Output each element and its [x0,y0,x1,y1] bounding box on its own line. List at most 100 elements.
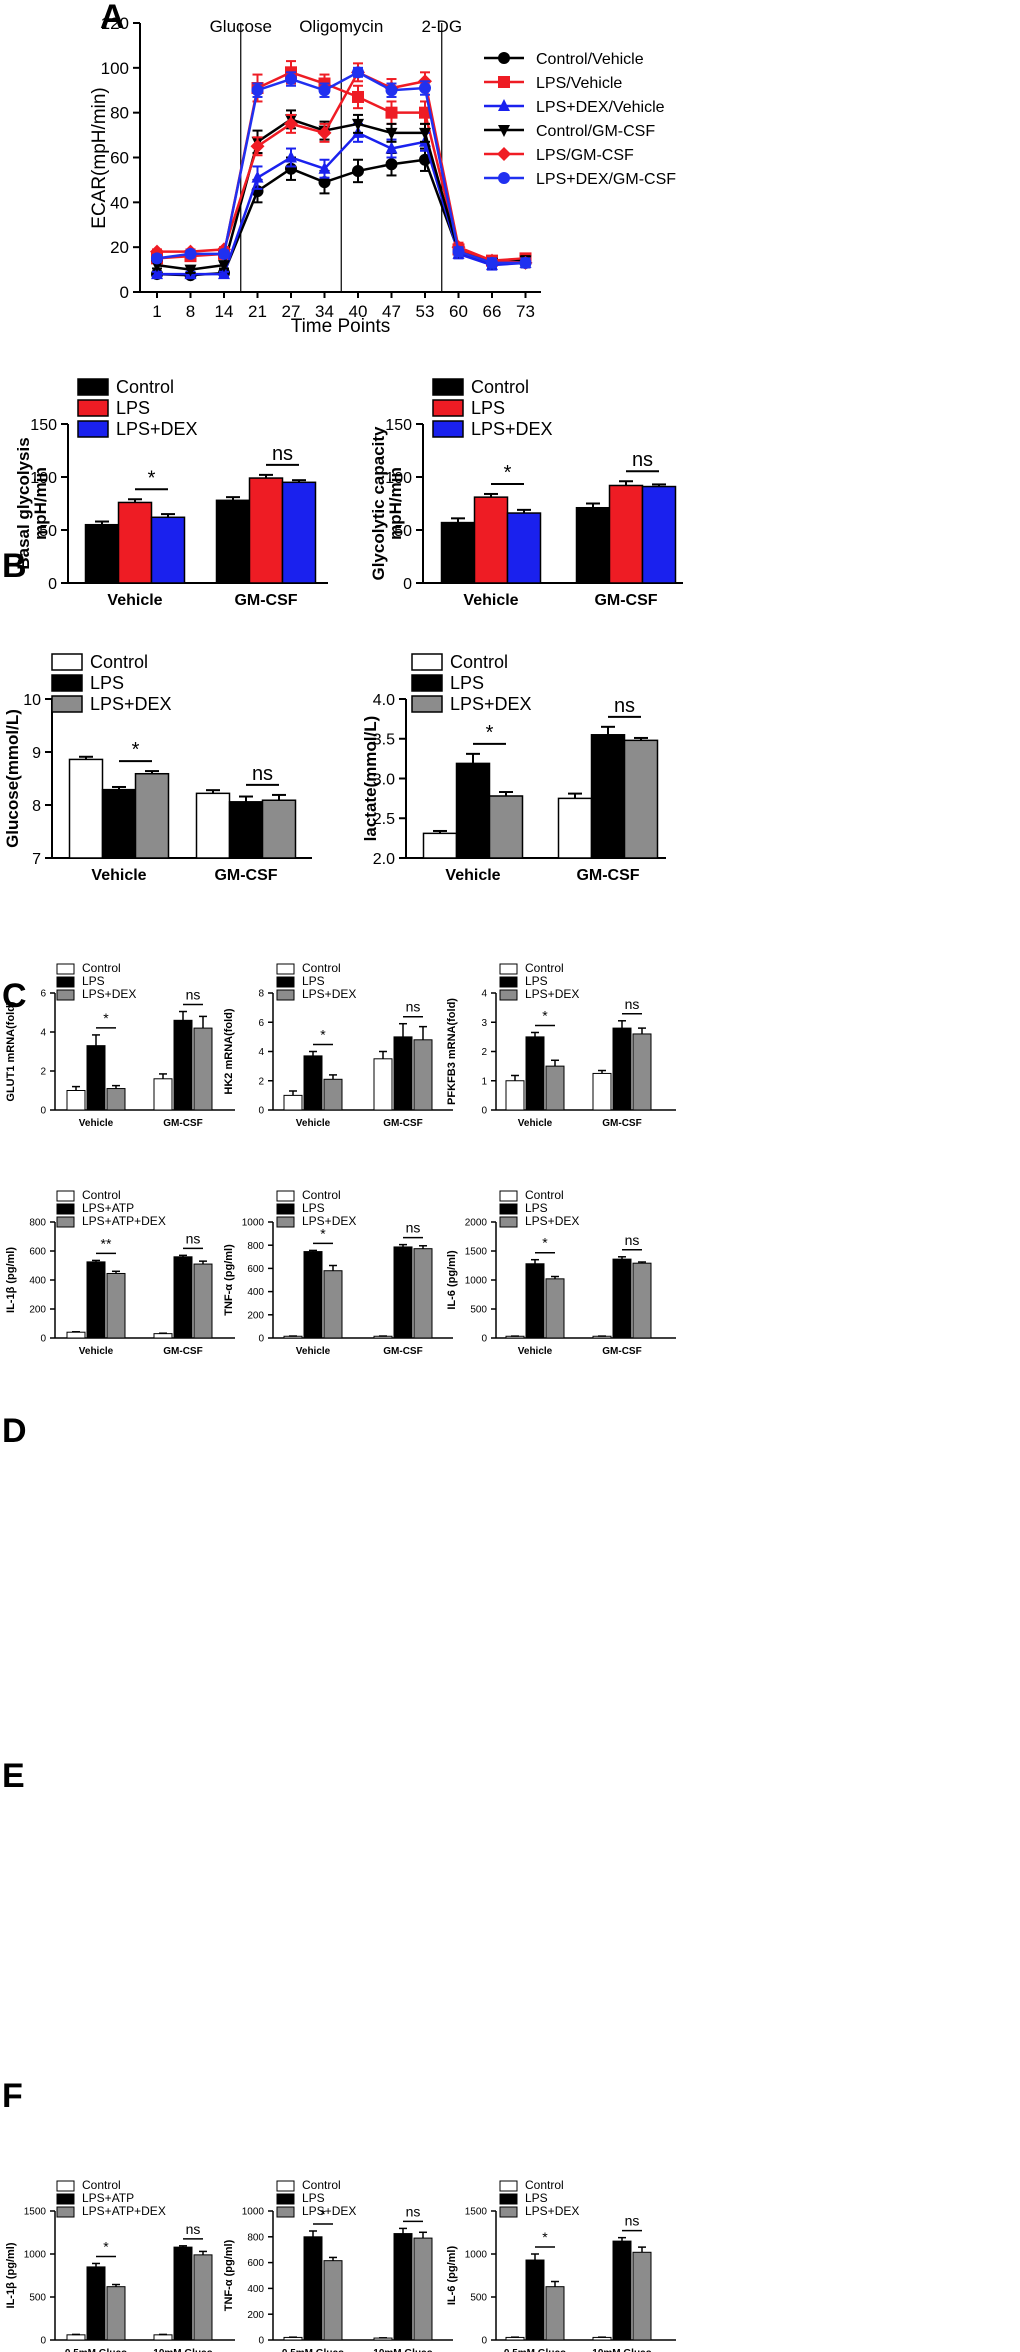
panel-b-right-category-label: GM-CSF [594,592,657,609]
panel-f-3-bar [525,2259,545,2341]
panel-c-right-y-tick-label: 3.5 [373,732,395,749]
panel-c-right-bar [557,797,593,859]
panel-d-3-legend-label: LPS+DEX [525,987,579,1001]
panel-d-1-bar [66,1090,86,1111]
panel-e-2-sig-label: ns [406,1220,421,1236]
panel-e-1-legend-swatch [56,1216,75,1228]
panel-c-left-category-label: GM-CSF [214,867,277,884]
panel-a-x-tick-label: 47 [382,302,401,321]
panel-a-data-point [486,256,498,269]
panel-b-left-bar [248,477,284,584]
panel-e-1-legend-swatch [56,1203,75,1215]
panel-c-left-bar [101,788,137,859]
panel-a-data-point [250,139,265,154]
panel-d-3-legend-swatch [499,989,518,1001]
panel-a-data-point [218,267,230,280]
panel-d-2-legend-swatch [276,963,295,975]
panel-c-left-legend-label: LPS+DEX [90,694,172,714]
panel-d-2-y-tick-label: 4 [258,1047,264,1058]
panel-b-left-y-axis-label: Basal glycolysis [14,437,33,569]
panel-a-data-point [318,84,331,97]
panel-a-data-point [385,106,398,119]
panel-e-3-bar [612,1258,632,1339]
panel-e-2-legend-swatch [276,1203,295,1215]
panel-f-2-bar [303,2236,323,2341]
panel-e-1-category-label: Vehicle [79,1346,114,1357]
panel-a-data-point [385,84,398,97]
panel-b-right-y-axis-label: Glycolytic capacity [369,426,388,581]
panel-f-2-y-tick-label: 600 [247,2258,264,2269]
panel-a-y-tick-label: 0 [120,283,129,302]
panel-c-right-legend-label: LPS+DEX [450,694,532,714]
panel-d-1-legend-label: LPS+DEX [82,987,136,1001]
panel-d-2-bar [283,1094,303,1111]
panel-e-2-legend-swatch [276,1216,295,1228]
panel-e-2-sig-label: * [320,1225,326,1241]
panel-a-legend-label: LPS+DEX/Vehicle [536,99,665,116]
panel-d-1-y-axis-label: GLUT1 mRNA(fold) [5,1001,17,1102]
panel-e-3-category-label: Vehicle [518,1346,553,1357]
panel-e-3-y-tick-label: 500 [470,1305,487,1316]
panel-e-1-y-tick-label: 0 [40,1334,46,1345]
panel-e-3-y-tick-label: 0 [481,1334,487,1345]
panel-a-legend-marker [497,147,511,161]
panel-e-1-legend-label: LPS+ATP [82,1201,134,1215]
panel-a-data-point [284,116,298,131]
panel-a-data-point [285,150,297,163]
panel-label-a: A [100,0,125,36]
panel-e-2-category-label: Vehicle [296,1346,331,1357]
panel-a-y-axis-label: ECAR(mpH/min) [89,87,110,228]
panel-f-1-sig-label: ns [186,2221,201,2237]
panel-a-data-point [285,73,297,86]
panel-a-data-point [251,84,264,97]
panel-e-1-legend-swatch [56,1190,75,1202]
panel-e-3-y-tick-label: 2000 [465,1218,488,1229]
panel-a-x-tick-label: 1 [152,302,161,321]
panel-c-right-legend-swatch [411,653,443,671]
panel-f-3-legend-label: LPS [525,2191,548,2205]
panel-c-right-y-tick-label: 4.0 [373,692,395,709]
panel-b-left-legend-swatch [77,399,109,417]
panel-e-2-legend-swatch [276,1190,295,1202]
panel-b-right-bar [575,506,611,584]
panel-b-right-legend-label: Control [471,377,529,397]
panel-a-data-point [419,153,431,166]
panel-c-left-y-tick-label: 10 [23,692,41,709]
panel-d-3-bar [612,1027,632,1111]
panel-f-1-bar [153,2334,173,2341]
panel-b-left-category-label: GM-CSF [234,592,297,609]
panel-f-3-y-axis-label: IL-6 (pg/ml) [446,2246,458,2306]
panel-c-right-bar [455,762,491,859]
panel-a-legend-label: LPS+DEX/GM-CSF [536,171,676,188]
panel-f-2-legend-label: LPS+DEX [302,2204,356,2218]
panel-d-1-y-tick-label: 2 [40,1067,46,1078]
panel-e-1-bar [66,1331,86,1339]
panel-a-injection-label: Oligomycin [299,17,383,36]
panel-a-y-tick-label: 20 [110,238,129,257]
panel-d-1-category-label: Vehicle [79,1118,114,1129]
panel-e-3-y-axis-label: IL-6 (pg/ml) [446,1250,458,1310]
panel-a-data-point [151,252,163,265]
panel-d-1-legend-swatch [56,989,75,1001]
panel-a-data-point [452,245,465,258]
panel-a-data-point [184,247,197,260]
panel-c-left-bar [134,772,170,859]
panel-b-left-legend-label: LPS+DEX [116,419,198,439]
panel-e-2-y-tick-label: 400 [247,1287,264,1298]
panel-c-right-legend-swatch [411,695,443,713]
panel-d-1-sig-label: ns [186,987,201,1003]
panel-e-1-legend-label: LPS+ATP+DEX [82,1214,166,1228]
panel-a-legend-marker [498,172,510,184]
panel-f-2-legend-label: LPS [302,2191,325,2205]
panel-a-data-point [318,176,331,189]
panel-b-right-legend-label: LPS+DEX [471,419,553,439]
panel-d-3-bar [592,1072,612,1111]
panel-d-3-y-tick-label: 1 [481,1076,487,1087]
panel-b-right-bar [641,485,677,584]
panel-c-left-legend-swatch [51,653,83,671]
panel-b-right-bar [440,521,476,584]
panel-f-3-legend-label: LPS+DEX [525,2204,579,2218]
panel-a-x-tick-label: 34 [315,302,334,321]
panel-e-3-category-label: GM-CSF [602,1346,641,1357]
